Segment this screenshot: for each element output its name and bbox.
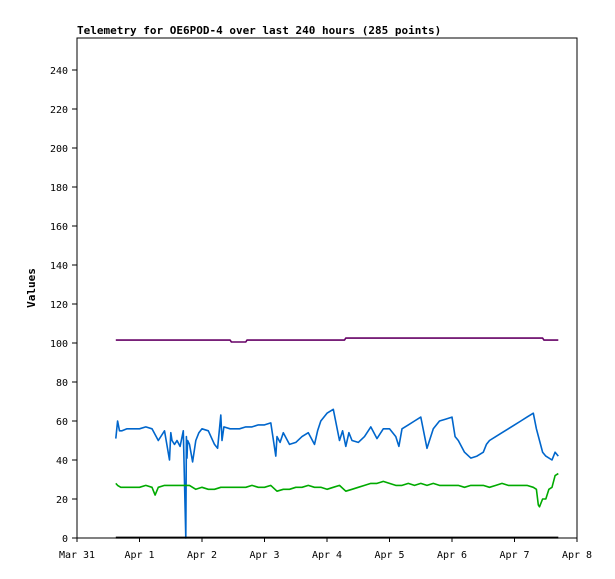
y-tick-label: 220 xyxy=(50,105,68,116)
y-tick-label: 140 xyxy=(50,261,68,272)
y-tick-label: 80 xyxy=(56,378,68,389)
x-tick-label: Apr 5 xyxy=(374,550,404,561)
y-tick-label: 100 xyxy=(50,339,68,350)
series-line-1 xyxy=(115,337,559,343)
x-tick-label: Apr 6 xyxy=(437,550,467,561)
y-tick-label: 20 xyxy=(56,495,68,506)
y-tick-label: 120 xyxy=(50,300,68,311)
y-tick-label: 200 xyxy=(50,144,68,155)
x-tick-label: Apr 1 xyxy=(124,550,154,561)
y-tick-label: 0 xyxy=(62,534,68,545)
y-tick-label: 40 xyxy=(56,456,68,467)
y-tick-label: 240 xyxy=(50,66,68,77)
chart-title: Telemetry for OE6POD-4 over last 240 hou… xyxy=(77,24,441,37)
x-tick-label: Apr 4 xyxy=(312,550,342,561)
y-axis-label: Values xyxy=(25,268,38,308)
y-tick-label: 160 xyxy=(50,222,68,233)
y-axis-ticks: 0 20 40 60 80 100 120 140 160 180 200 220 240 xyxy=(50,66,77,545)
x-tick-label: Apr 2 xyxy=(187,550,217,561)
x-tick-label: Apr 8 xyxy=(562,550,592,561)
x-tick-label: Mar 31 xyxy=(59,550,95,561)
x-tick-label: Apr 3 xyxy=(249,550,279,561)
y-tick-label: 60 xyxy=(56,417,68,428)
x-axis-ticks: Mar 31 Apr 1 Apr 2 Apr 3 Apr 4 Apr 5 Apr 6 Apr … xyxy=(59,538,592,561)
series-line-3 xyxy=(115,472,559,508)
plot-frame xyxy=(76,37,578,539)
y-tick-label: 180 xyxy=(50,183,68,194)
series-group xyxy=(115,337,559,539)
x-tick-label: Apr 7 xyxy=(499,550,529,561)
series-line-2 xyxy=(115,408,559,539)
